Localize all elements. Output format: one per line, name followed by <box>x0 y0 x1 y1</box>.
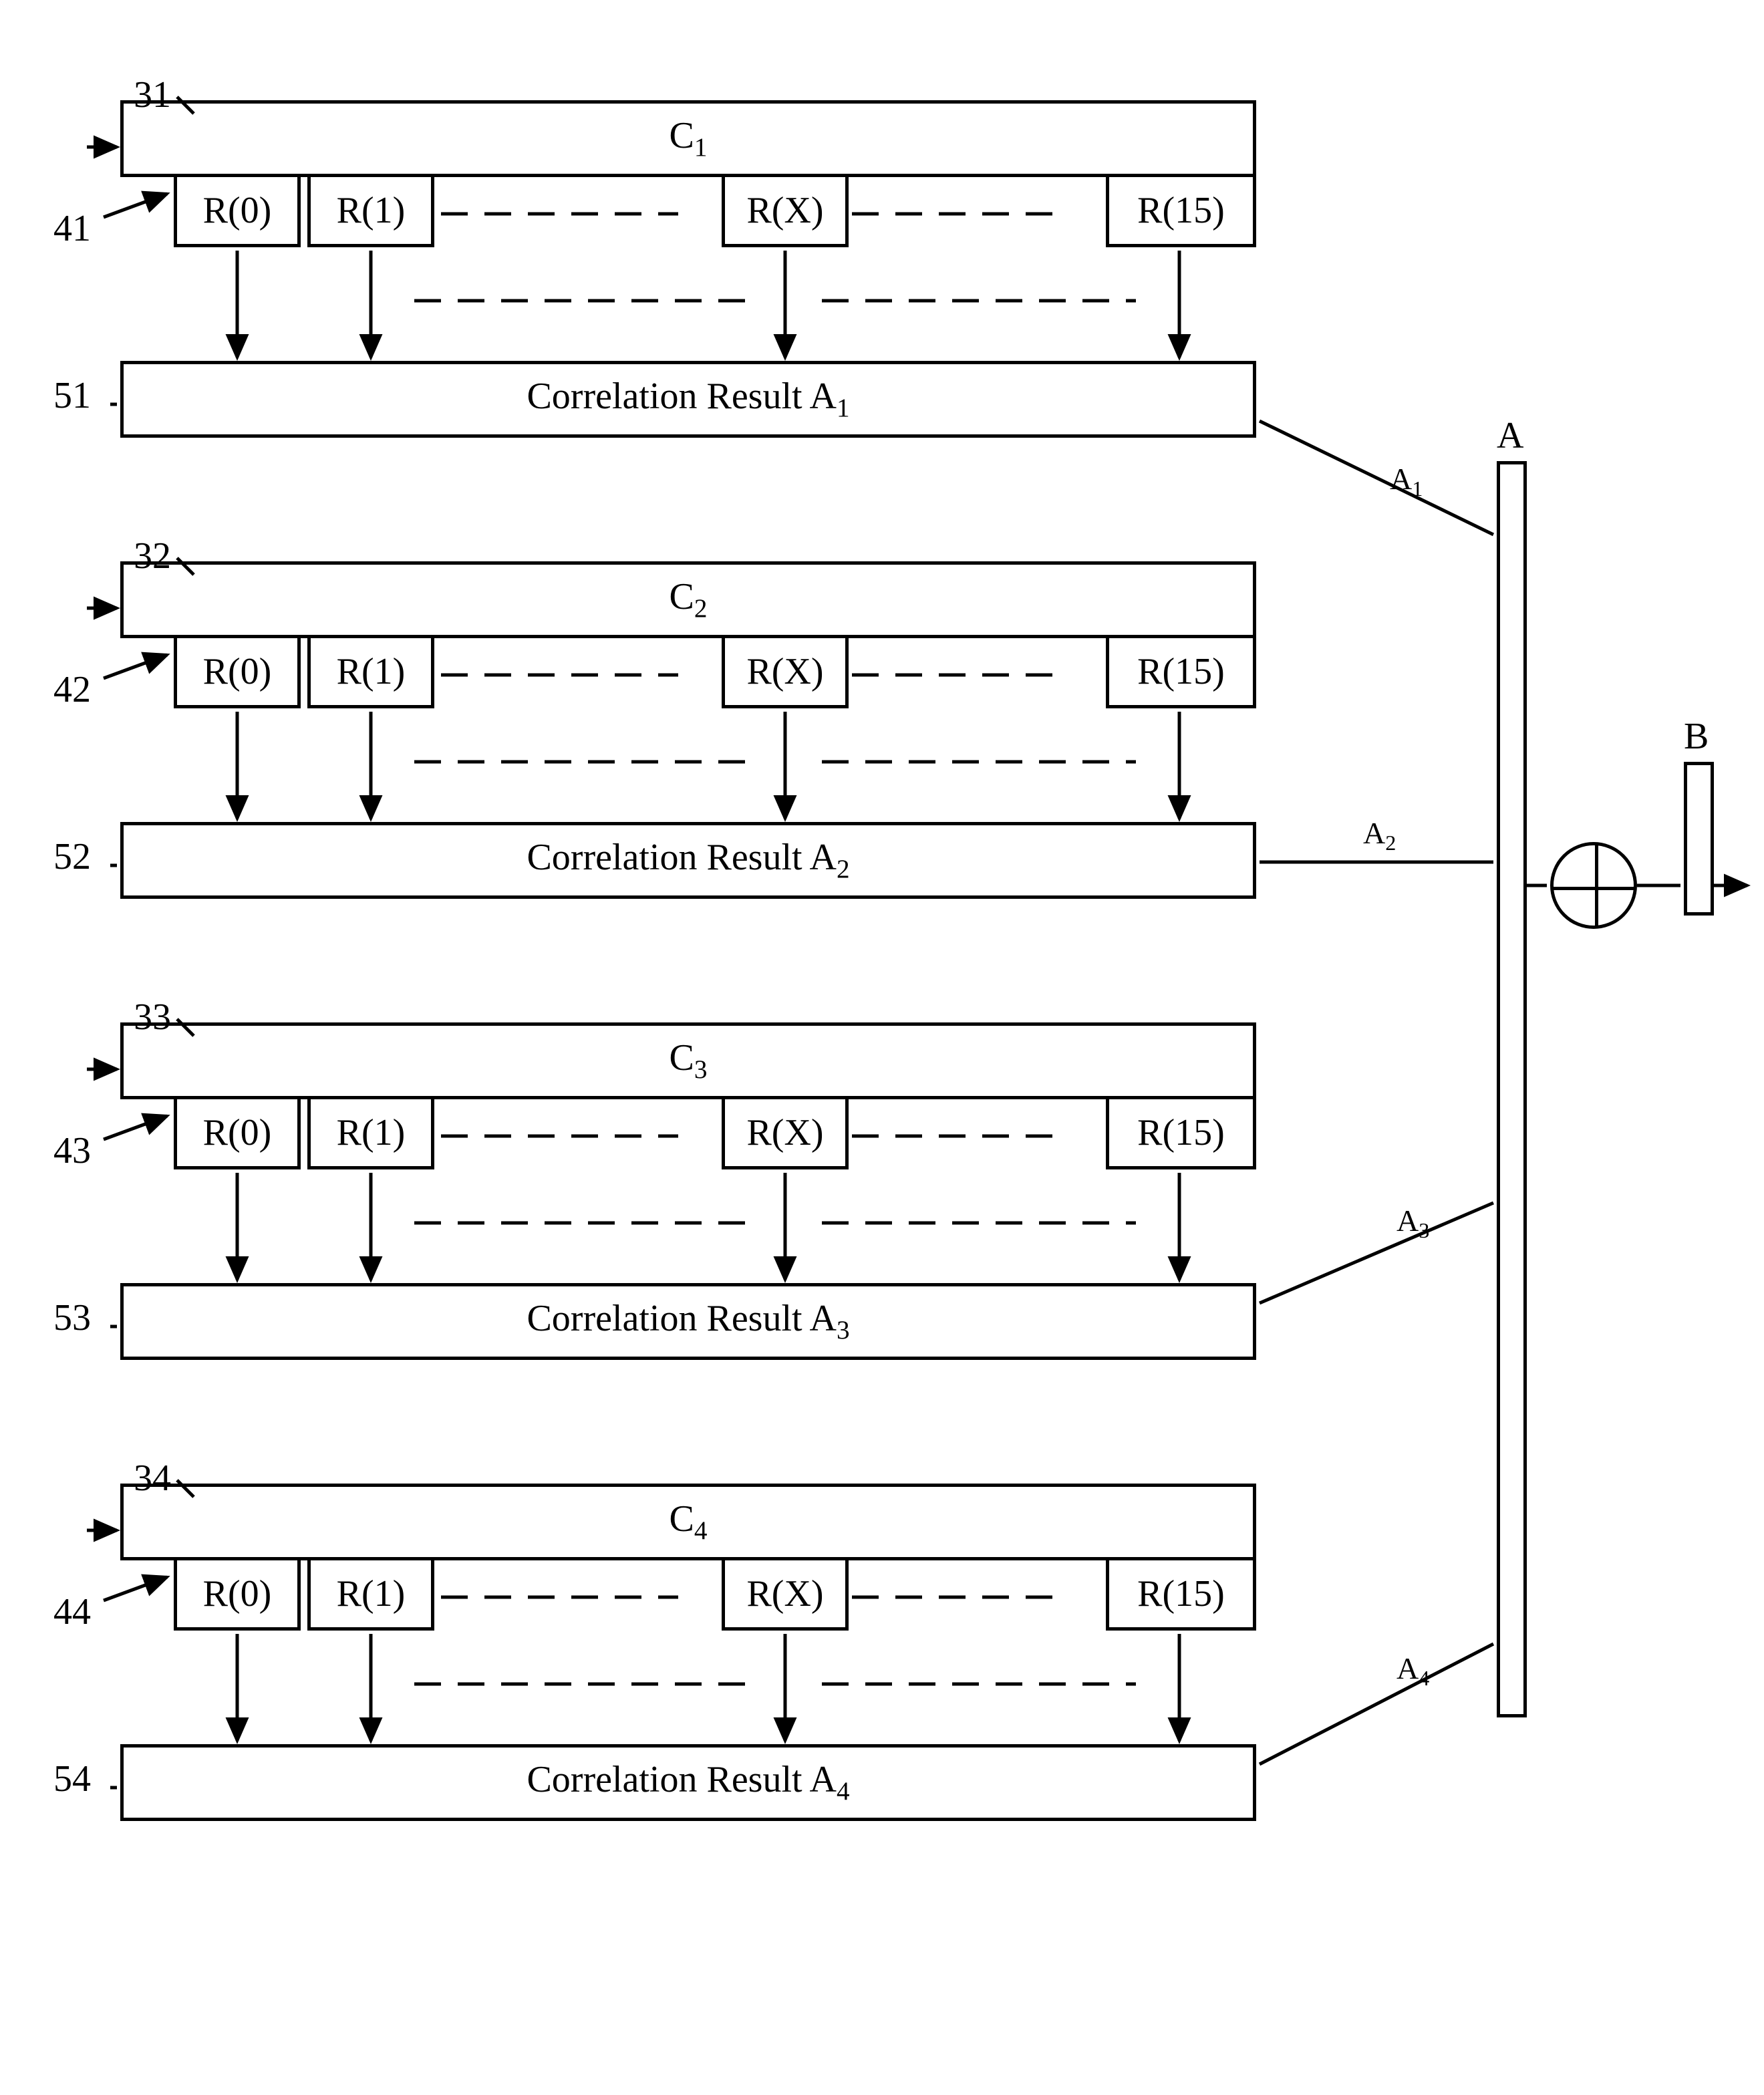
ref-label-32: 32 <box>134 535 171 577</box>
ref-label-33: 33 <box>134 996 171 1038</box>
r-row-3: R(0) R(1) R(X) R(15) <box>120 1096 1256 1173</box>
c-label-4: C4 <box>670 1498 708 1546</box>
bus-b-label: B <box>1684 715 1709 758</box>
r-row-2: R(0) R(1) R(X) R(15) <box>120 635 1256 712</box>
r-row-1: R(0) R(1) R(X) R(15) <box>120 174 1256 251</box>
r-cell: R(X) <box>722 635 849 708</box>
r-cell: R(15) <box>1106 1096 1256 1169</box>
ref-label-51: 51 <box>53 374 91 417</box>
bus-b-bar <box>1684 762 1714 916</box>
ref-label-54: 54 <box>53 1758 91 1800</box>
ref-label-44: 44 <box>53 1590 91 1633</box>
c-box-3: C3 <box>120 1022 1256 1099</box>
result-label-3: Correlation Result A3 <box>527 1297 849 1345</box>
r-cell: R(1) <box>307 1557 434 1631</box>
summer-icon <box>1550 842 1637 929</box>
block-group-3: C3 R(0) R(1) R(X) R(15) <box>120 1022 1256 1173</box>
r-cell: R(0) <box>174 635 301 708</box>
r-cell: R(15) <box>1106 1557 1256 1631</box>
c-box-1: C1 <box>120 100 1256 177</box>
block-group-2: C2 R(0) R(1) R(X) R(15) <box>120 561 1256 712</box>
r-cell: R(15) <box>1106 635 1256 708</box>
result-label-4: Correlation Result A4 <box>527 1758 849 1806</box>
r-cell: R(X) <box>722 1096 849 1169</box>
c-box-2: C2 <box>120 561 1256 638</box>
ref-label-31: 31 <box>134 74 171 116</box>
r-cell: R(0) <box>174 174 301 247</box>
result-box-4: Correlation Result A4 <box>120 1744 1256 1821</box>
a3-label: A3 <box>1396 1203 1429 1243</box>
bus-a-bar <box>1497 461 1527 1717</box>
a1-label: A1 <box>1390 461 1423 501</box>
r-cell: R(1) <box>307 635 434 708</box>
block-group-1: C1 R(0) R(1) R(X) R(15) <box>120 100 1256 251</box>
c-label-1: C1 <box>670 114 708 162</box>
result-box-2: Correlation Result A2 <box>120 822 1256 899</box>
c-label-3: C3 <box>670 1036 708 1085</box>
diagram-container: C1 R(0) R(1) R(X) R(15) 31 41 51 Correla… <box>80 67 1684 2005</box>
a4-label: A4 <box>1396 1651 1429 1691</box>
bus-a-label: A <box>1497 414 1523 457</box>
ref-label-34: 34 <box>134 1457 171 1500</box>
r-row-4: R(0) R(1) R(X) R(15) <box>120 1557 1256 1634</box>
result-box-3: Correlation Result A3 <box>120 1283 1256 1360</box>
ref-label-52: 52 <box>53 835 91 878</box>
result-label-1: Correlation Result A1 <box>527 375 849 423</box>
result-box-1: Correlation Result A1 <box>120 361 1256 438</box>
r-cell: R(1) <box>307 1096 434 1169</box>
a2-label: A2 <box>1363 815 1396 855</box>
c-label-2: C2 <box>670 575 708 623</box>
ref-label-43: 43 <box>53 1129 91 1172</box>
r-cell: R(15) <box>1106 174 1256 247</box>
r-cell: R(0) <box>174 1557 301 1631</box>
ref-label-41: 41 <box>53 207 91 250</box>
r-cell: R(1) <box>307 174 434 247</box>
r-cell: R(X) <box>722 1557 849 1631</box>
block-group-4: C4 R(0) R(1) R(X) R(15) <box>120 1484 1256 1634</box>
ref-label-53: 53 <box>53 1296 91 1339</box>
ref-label-42: 42 <box>53 668 91 711</box>
r-cell: R(X) <box>722 174 849 247</box>
c-box-4: C4 <box>120 1484 1256 1560</box>
r-cell: R(0) <box>174 1096 301 1169</box>
result-label-2: Correlation Result A2 <box>527 836 849 884</box>
